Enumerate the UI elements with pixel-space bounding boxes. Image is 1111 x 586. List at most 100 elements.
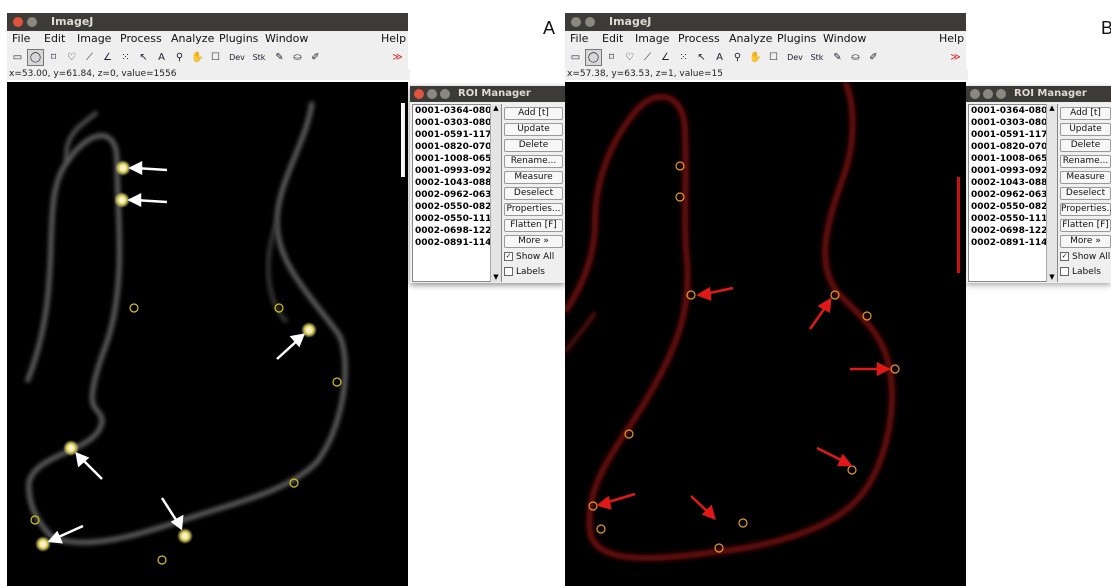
menu-image[interactable]: Image (77, 32, 112, 45)
roi-list-item[interactable]: 0002-0550-0829 (971, 202, 1054, 212)
roi-list-item[interactable]: 0002-0891-1143 (971, 238, 1054, 248)
deselect-button[interactable]: Deselect (1060, 187, 1111, 200)
checkbox-icon[interactable] (504, 267, 513, 276)
roi-circle[interactable] (890, 364, 900, 374)
properties-button[interactable]: Properties.. (1060, 203, 1111, 216)
roi-list-item[interactable]: 0001-0303-0806 (415, 118, 498, 128)
checkbox-icon[interactable] (1060, 267, 1069, 276)
menu-file[interactable]: File (12, 32, 31, 45)
dev-tool-icon[interactable]: Dev (787, 53, 803, 62)
menu-analyze[interactable]: Analyze (171, 32, 215, 45)
minimize-icon[interactable] (585, 17, 595, 27)
roi-circle[interactable] (289, 478, 299, 488)
delete-button[interactable]: Delete (1060, 139, 1111, 152)
roi-circle[interactable] (30, 515, 40, 525)
update-button[interactable]: Update (1060, 123, 1111, 136)
more-tools-icon[interactable]: ≫ (950, 52, 961, 63)
roi-list-item[interactable]: 0001-1008-0652 (415, 154, 498, 164)
roi-circle[interactable] (596, 524, 606, 534)
update-button[interactable]: Update (504, 123, 563, 136)
freehand-tool-icon[interactable]: ♡ (625, 52, 634, 63)
minimize-icon[interactable] (427, 89, 437, 99)
roi-list-item[interactable]: 0001-0820-0705 (971, 142, 1054, 152)
scroll-up-icon[interactable]: ▲ (493, 104, 499, 112)
oval-tool-icon[interactable]: ◯ (27, 49, 44, 66)
line-tool-icon[interactable]: ⟋ (86, 52, 93, 63)
freehand-tool-icon[interactable]: ♡ (67, 52, 76, 63)
scroll-up-icon[interactable]: ▲ (1049, 104, 1055, 112)
roi-list-item[interactable]: 0001-0303-0806 (971, 118, 1054, 128)
text-tool-icon[interactable]: A (716, 52, 723, 63)
roi-circle[interactable] (303, 324, 315, 336)
scroll-down-icon[interactable]: ▼ (493, 273, 499, 281)
roi-list-item[interactable]: 0001-0993-0929 (971, 166, 1054, 176)
roi-circle[interactable] (675, 192, 685, 202)
roi-circle[interactable] (624, 429, 634, 439)
labels-checkbox[interactable]: Labels (1060, 267, 1101, 277)
close-icon[interactable] (414, 89, 424, 99)
wand-tool-icon[interactable]: ↖ (139, 52, 148, 63)
brush-tool-icon[interactable]: ✎ (833, 52, 842, 63)
roi-manager-title-bar[interactable]: ROI Manager (410, 86, 565, 102)
menu-process[interactable]: Process (678, 32, 720, 45)
menu-edit[interactable]: Edit (44, 32, 66, 45)
roi-list-item[interactable]: 0002-1043-0883 (971, 178, 1054, 188)
polygon-tool-icon[interactable]: ⌑ (50, 52, 57, 63)
text-tool-icon[interactable]: A (158, 52, 165, 63)
pencil-tool-icon[interactable]: ✐ (311, 52, 320, 63)
roi-circle[interactable] (274, 303, 284, 313)
roi-list[interactable]: 0001-0364-0804 0001-0303-0806 0001-0591-… (968, 104, 1058, 282)
roi-manager-title-bar[interactable]: ROI Manager (966, 86, 1111, 102)
roi-list-scrollbar[interactable]: ▲ ▼ (490, 104, 501, 282)
close-icon[interactable] (571, 17, 581, 27)
stk-tool-icon[interactable]: Stk (252, 53, 266, 62)
roi-circle[interactable] (738, 518, 748, 528)
roi-list-item[interactable]: 0002-0698-1227 (415, 226, 498, 236)
stk-tool-icon[interactable]: Stk (810, 53, 824, 62)
roi-list-item[interactable]: 0002-0550-1110 (415, 214, 498, 224)
roi-circle[interactable] (588, 501, 598, 511)
measure-button[interactable]: Measure (504, 171, 563, 184)
scroll-down-icon[interactable]: ▼ (1049, 273, 1055, 281)
more-tools-icon[interactable]: ≫ (392, 52, 403, 63)
more-button[interactable]: More » (1060, 235, 1111, 248)
imagej-title-bar-a[interactable]: ImageJ (7, 13, 408, 31)
add-button[interactable]: Add [t] (1060, 107, 1111, 120)
show-all-checkbox[interactable]: ✓ Show All (504, 252, 554, 262)
flood-fill-icon[interactable]: ⛀ (851, 52, 860, 63)
rectangle-tool-icon[interactable]: ▭ (570, 52, 581, 63)
checkbox-checked-icon[interactable]: ✓ (504, 252, 513, 261)
roi-list-item[interactable]: 0002-0550-0829 (415, 202, 498, 212)
roi-circle[interactable] (157, 555, 167, 565)
color-picker-icon[interactable]: ☐ (769, 52, 778, 63)
rename-button[interactable]: Rename... (1060, 155, 1111, 168)
wand-tool-icon[interactable]: ↖ (697, 52, 706, 63)
roi-circle[interactable] (117, 162, 129, 174)
dev-tool-icon[interactable]: Dev (229, 53, 245, 62)
roi-list-item[interactable]: 0001-0591-1170 (971, 130, 1054, 140)
add-button[interactable]: Add [t] (504, 107, 563, 120)
flatten-button[interactable]: Flatten [F] (504, 219, 563, 232)
roi-list-item[interactable]: 0001-0993-0929 (415, 166, 498, 176)
oval-tool-icon[interactable]: ◯ (585, 49, 602, 66)
roi-list-item[interactable]: 0002-0962-0638 (415, 190, 498, 200)
line-tool-icon[interactable]: ⟋ (644, 52, 651, 63)
roi-circle[interactable] (862, 311, 872, 321)
roi-circle[interactable] (847, 465, 857, 475)
menu-plugins[interactable]: Plugins (219, 32, 259, 45)
roi-list[interactable]: 0001-0364-0804 0001-0303-0806 0001-0591-… (412, 104, 502, 282)
hand-tool-icon[interactable]: ✋ (191, 52, 204, 63)
roi-list-item[interactable]: 0002-0698-1227 (971, 226, 1054, 236)
labels-checkbox[interactable]: Labels (504, 267, 545, 277)
roi-list-item[interactable]: 0001-1008-0652 (971, 154, 1054, 164)
close-icon[interactable] (13, 17, 23, 27)
flatten-button[interactable]: Flatten [F] (1060, 219, 1111, 232)
roi-circle[interactable] (714, 543, 724, 553)
roi-circle[interactable] (65, 442, 77, 454)
more-button[interactable]: More » (504, 235, 563, 248)
imagej-title-bar-b[interactable]: ImageJ (565, 13, 966, 31)
menu-file[interactable]: File (570, 32, 589, 45)
image-canvas-a[interactable] (7, 82, 408, 586)
roi-list-item[interactable]: 0001-0364-0804 (415, 106, 498, 116)
menu-analyze[interactable]: Analyze (729, 32, 773, 45)
